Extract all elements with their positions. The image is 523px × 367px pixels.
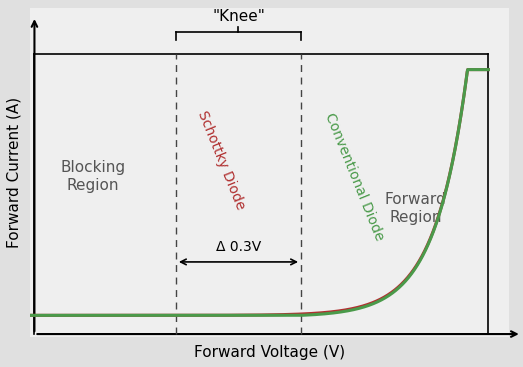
Text: Blocking
Region: Blocking Region	[60, 160, 126, 193]
X-axis label: Forward Voltage (V): Forward Voltage (V)	[194, 345, 345, 360]
Text: Forward
Region: Forward Region	[384, 192, 446, 225]
Text: "Knee": "Knee"	[212, 9, 265, 24]
Text: Schottky Diode: Schottky Diode	[195, 109, 247, 212]
Text: Conventional Diode: Conventional Diode	[322, 110, 386, 242]
Text: Δ 0.3V: Δ 0.3V	[216, 240, 261, 254]
Y-axis label: Forward Current (A): Forward Current (A)	[7, 97, 22, 248]
